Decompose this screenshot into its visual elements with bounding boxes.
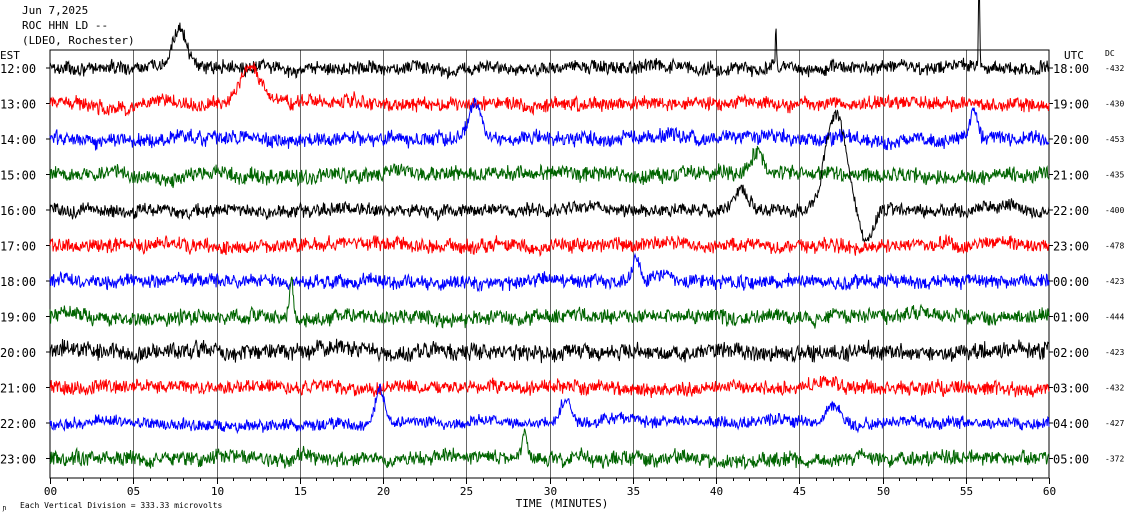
row-dc-value: -444: [1105, 313, 1124, 322]
row-dc-value: -423: [1105, 348, 1124, 357]
row-est-label: 22:00: [0, 417, 36, 431]
x-tick-label: 55: [960, 485, 973, 498]
row-est-label: 16:00: [0, 204, 36, 218]
x-tick-label: 40: [710, 485, 723, 498]
row-dc-value: -432: [1105, 64, 1124, 73]
row-est-label: 12:00: [0, 62, 36, 76]
row-utc-label: 21:00: [1053, 169, 1089, 183]
trace-series: [49, 62, 1050, 117]
header-network: (LDEO, Rochester): [22, 34, 135, 47]
row-est-label: 19:00: [0, 311, 36, 325]
row-est-label: 18:00: [0, 275, 36, 289]
trace-series: [49, 97, 1050, 151]
row-utc-label: 18:00: [1053, 62, 1089, 76]
x-tick-label: 25: [460, 485, 473, 498]
row-utc-label: 22:00: [1053, 204, 1089, 218]
row-utc-label: 01:00: [1053, 311, 1089, 325]
header-date: Jun 7,2025: [22, 4, 89, 17]
row-est-label: 15:00: [0, 169, 36, 183]
row-est-label: 21:00: [0, 382, 36, 396]
x-tick-label: 35: [627, 485, 640, 498]
trace-series: [49, 375, 1050, 399]
x-tick-label: 45: [793, 485, 806, 498]
row-dc-value: -430: [1105, 100, 1124, 109]
row-utc-label: 02:00: [1053, 346, 1089, 360]
row-dc-value: -423: [1105, 277, 1124, 286]
row-utc-label: 20:00: [1053, 133, 1089, 147]
row-est-label: 13:00: [0, 98, 36, 112]
x-tick-label: 00: [44, 485, 57, 498]
row-utc-label: 19:00: [1053, 98, 1089, 112]
trace-series: [49, 383, 1050, 435]
row-utc-label: 03:00: [1053, 382, 1089, 396]
row-dc-value: -435: [1105, 171, 1124, 180]
scale-marker-icon: ɲ: [2, 504, 6, 512]
x-tick-label: 20: [377, 485, 390, 498]
row-est-label: 17:00: [0, 240, 36, 254]
labels: EST UTC DC TIME (MINUTES) Each Vertical …: [0, 49, 1124, 512]
row-est-label: 14:00: [0, 133, 36, 147]
right-axis-label: UTC: [1064, 49, 1084, 62]
x-tick-label: 30: [544, 485, 557, 498]
row-utc-label: 23:00: [1053, 240, 1089, 254]
trace-series: [49, 109, 1050, 243]
row-utc-label: 05:00: [1053, 453, 1089, 467]
row-utc-label: 00:00: [1053, 275, 1089, 289]
x-tick-label: 60: [1043, 485, 1056, 498]
trace-series: [49, 0, 1050, 80]
trace-series: [49, 428, 1050, 471]
trace-series: [49, 338, 1050, 364]
traces: [49, 0, 1050, 471]
row-dc-value: -427: [1105, 419, 1124, 428]
x-tick-label: 15: [294, 485, 307, 498]
row-dc-value: -453: [1105, 135, 1124, 144]
x-tick-label: 05: [127, 485, 140, 498]
row-est-label: 20:00: [0, 346, 36, 360]
row-utc-label: 04:00: [1053, 417, 1089, 431]
scale-note: Each Vertical Division = 333.33 microvol…: [20, 501, 222, 510]
row-dc-value: -478: [1105, 242, 1124, 251]
row-dc-value: -400: [1105, 206, 1124, 215]
trace-series: [49, 276, 1050, 329]
row-est-label: 23:00: [0, 453, 36, 467]
x-tick-label: 10: [211, 485, 224, 498]
x-axis-title: TIME (MINUTES): [516, 497, 609, 510]
trace-series: [49, 252, 1050, 293]
trace-series: [49, 145, 1050, 189]
trace-series: [49, 234, 1050, 257]
row-dc-value: -432: [1105, 384, 1124, 393]
row-dc-value: -372: [1105, 455, 1124, 464]
header-station: ROC HHN LD --: [22, 19, 109, 32]
x-tick-label: 50: [877, 485, 890, 498]
dc-label: DC: [1105, 49, 1115, 58]
left-axis-label: EST: [0, 49, 20, 62]
plot-frame: [49, 49, 1050, 479]
